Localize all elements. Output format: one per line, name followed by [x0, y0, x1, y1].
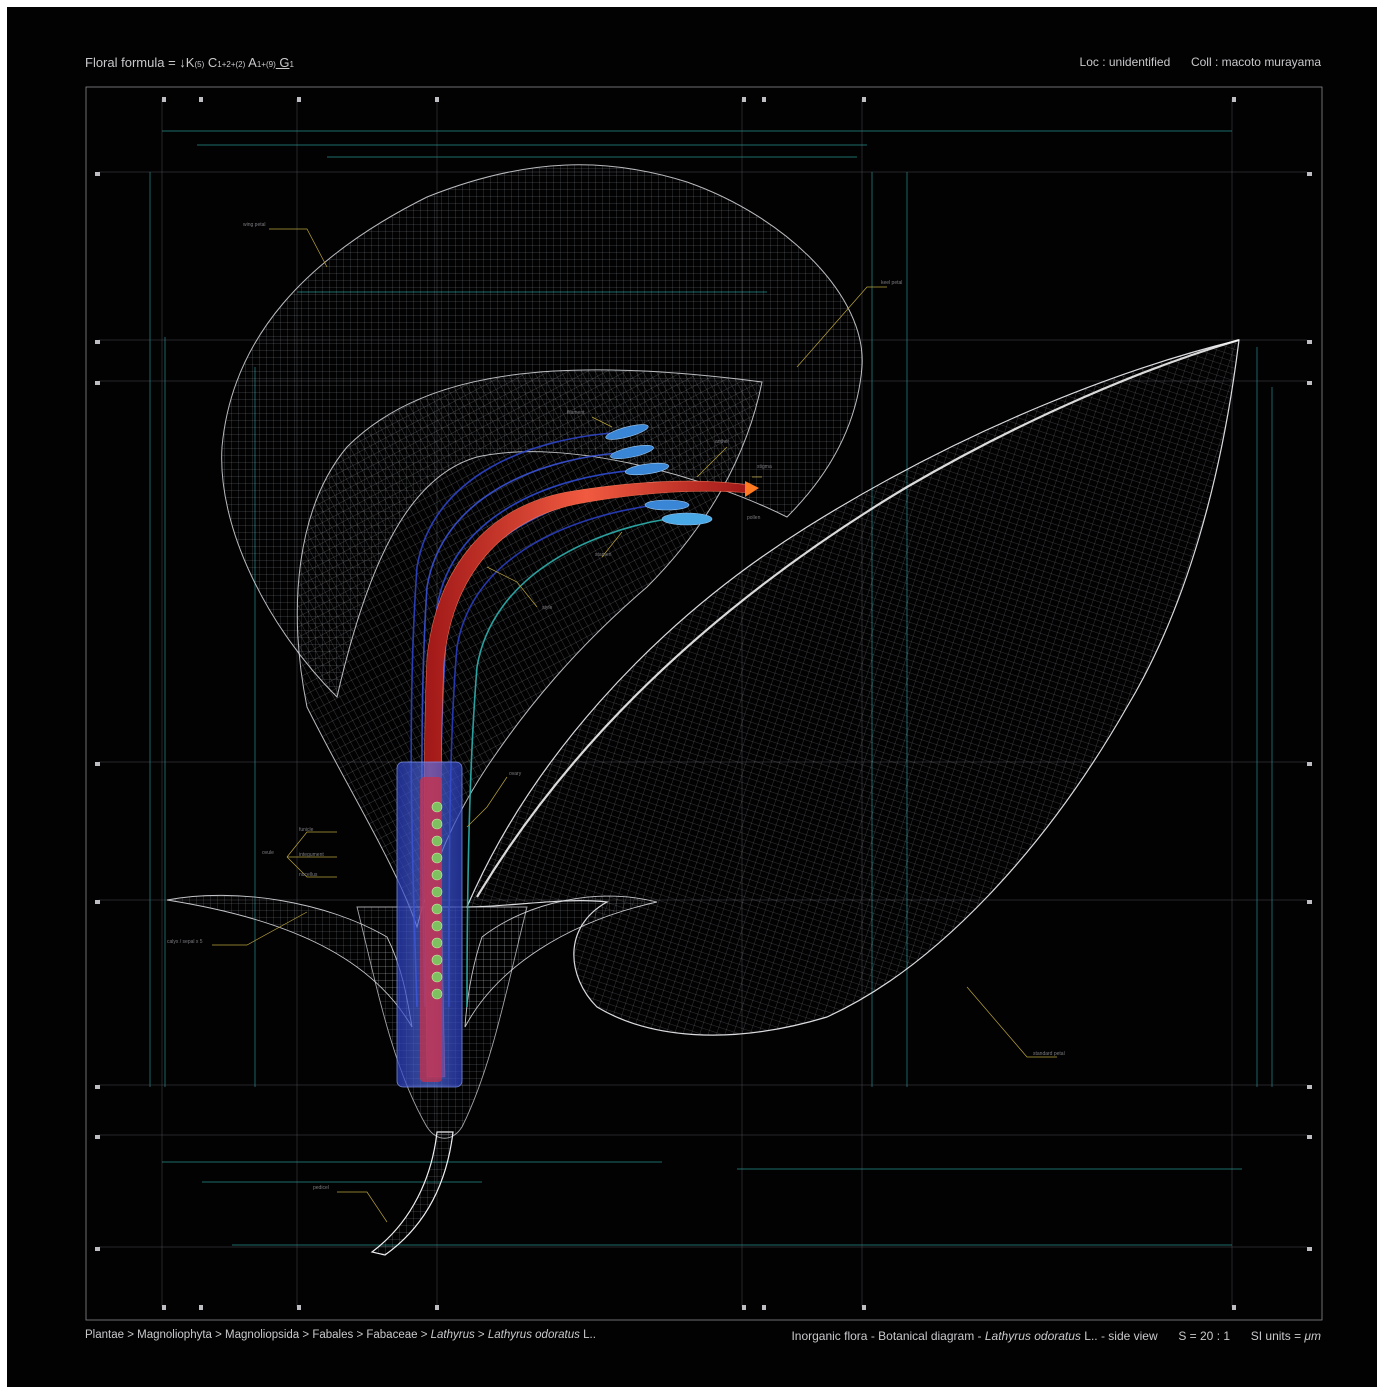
keel-petal-rim [476, 338, 1240, 898]
collector-label: Coll : macoto murayama [1190, 55, 1321, 69]
frame-ticks [95, 97, 1312, 1310]
pedicel-stem [370, 1131, 454, 1256]
label-ovule: ovule [262, 850, 274, 856]
ovules [431, 801, 443, 1000]
label-keel-petal: keel petal [881, 280, 903, 286]
leader-lines [212, 228, 1057, 1223]
label-pedicel: pedicel [313, 1185, 329, 1191]
label-anther: anther [715, 439, 730, 445]
keel-petal-right [466, 339, 1240, 1036]
floral-formula: Floral formula = ↓K(5) C1+2+(2) A1+(9) G… [85, 55, 294, 70]
collection-info: Loc : unidentified Coll : macoto murayam… [1080, 55, 1321, 69]
label-calyx-sepal: calyx / sepal x 5 [167, 939, 203, 945]
label-funicle: funicle [299, 827, 314, 833]
label-wing-petal: wing petal [243, 222, 266, 228]
label-style: style [542, 605, 553, 611]
drawing-frame [85, 86, 1323, 1321]
label-stamen: stamen [595, 552, 612, 558]
label-ovary: ovary [509, 771, 522, 777]
label-standard-petal: standard petal [1033, 1051, 1065, 1057]
taxonomy-path: Plantae > Magnoliophyta > Magnoliopsida … [85, 1329, 596, 1341]
botanical-poster: Floral formula = ↓K(5) C1+2+(2) A1+(9) G… [7, 7, 1377, 1387]
stigma [745, 481, 759, 497]
diagram-caption: Inorganic flora - Botanical diagram - La… [791, 1329, 1321, 1343]
label-pollen: pollen [747, 515, 761, 521]
scale-label: S = 20 : 1 [1178, 1329, 1231, 1343]
location-label: Loc : unidentified [1079, 55, 1171, 69]
label-integument: integument [299, 852, 324, 858]
label-stigma: stigma [757, 464, 772, 470]
botanical-diagram [85, 86, 1323, 1321]
label-filament: filament [567, 410, 585, 416]
label-nucellus: nucellus [299, 872, 318, 878]
units-label: SI units = μm [1250, 1329, 1321, 1343]
